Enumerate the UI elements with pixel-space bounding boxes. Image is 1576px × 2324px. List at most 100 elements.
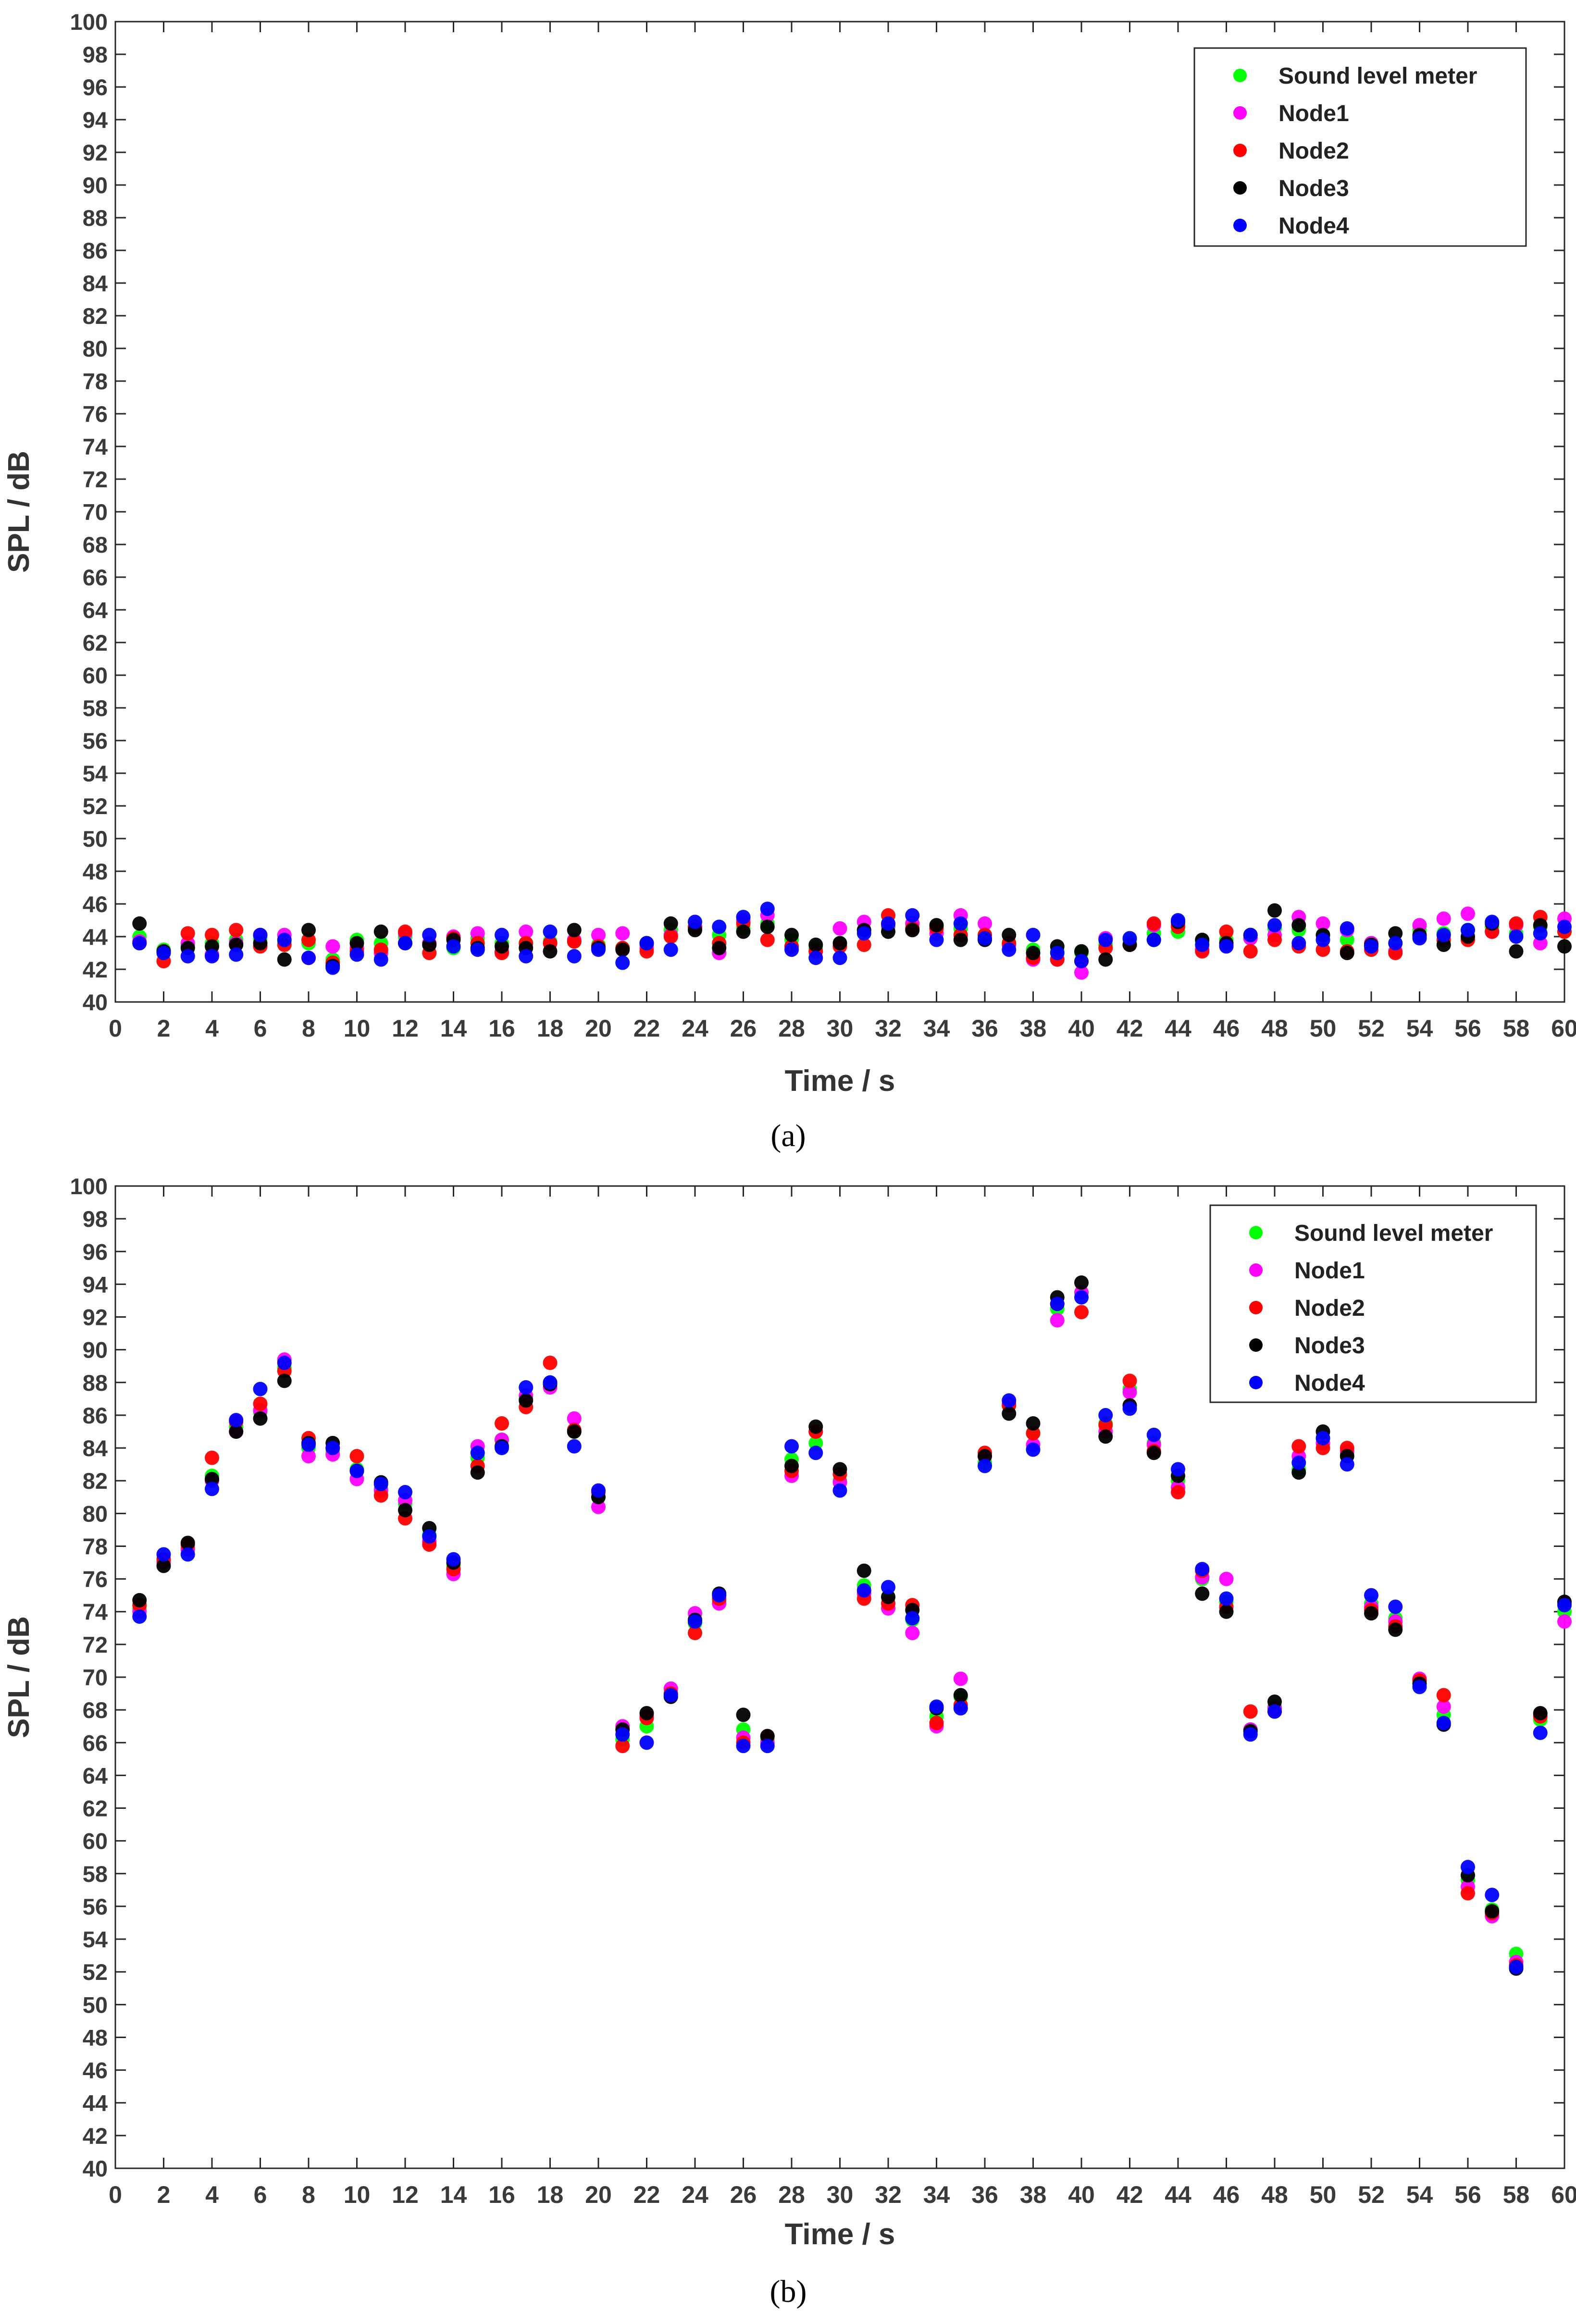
data-point-node4 (180, 949, 195, 964)
y-tick-label: 60 (83, 1829, 108, 1854)
data-point-node2 (543, 1355, 558, 1370)
data-point-node4 (832, 1483, 847, 1498)
data-point-node1 (1050, 1313, 1065, 1328)
data-point-node2 (495, 1416, 509, 1431)
data-point-node3 (1026, 946, 1041, 960)
data-point-node2 (1461, 1886, 1475, 1901)
x-tick-label: 28 (778, 1015, 805, 1042)
y-tick-label: 56 (83, 728, 108, 754)
data-point-node1 (1122, 1385, 1137, 1400)
data-point-node4 (1485, 915, 1500, 929)
data-point-node4 (1557, 919, 1572, 934)
data-point-node4 (543, 924, 558, 939)
data-point-node2 (1243, 1704, 1258, 1719)
legend-label: Node2 (1278, 138, 1349, 164)
data-point-node4 (1050, 946, 1065, 960)
scatter-chart-b: 4042444648505254565860626466687072747678… (2, 1174, 1576, 2309)
data-point-node3 (760, 919, 775, 934)
data-point-node4 (1436, 1716, 1451, 1731)
data-point-node4 (132, 1609, 147, 1624)
y-tick-label: 54 (83, 1927, 108, 1952)
data-point-node3 (929, 918, 944, 933)
data-point-node3 (736, 1707, 751, 1722)
data-point-node4 (905, 1611, 920, 1626)
data-point-node1 (519, 924, 534, 939)
y-tick-label: 82 (83, 303, 108, 329)
x-tick-label: 12 (392, 1015, 419, 1042)
data-point-node2 (1219, 924, 1234, 939)
data-point-node4 (712, 1588, 727, 1603)
data-point-node3 (1195, 1586, 1210, 1601)
data-point-node4 (1388, 1599, 1403, 1614)
data-point-node2 (398, 924, 412, 939)
data-point-node4 (1002, 942, 1017, 957)
data-point-node3 (229, 1424, 244, 1439)
data-point-node4 (1074, 1290, 1089, 1305)
data-point-node4 (156, 1547, 171, 1562)
x-tick-label: 58 (1503, 2181, 1530, 2208)
data-point-node4 (567, 1439, 582, 1454)
data-point-node3 (905, 923, 920, 938)
x-tick-label: 26 (730, 2181, 757, 2208)
y-tick-label: 94 (83, 107, 108, 133)
data-point-node4 (615, 1727, 630, 1742)
x-tick-label: 46 (1213, 1015, 1240, 1042)
y-tick-label: 44 (83, 924, 108, 950)
y-tick-label: 78 (83, 369, 108, 394)
data-point-node4 (1074, 954, 1089, 968)
data-point-node3 (1485, 1904, 1500, 1919)
legend-label: Sound level meter (1294, 1221, 1493, 1246)
x-tick-label: 0 (109, 1015, 122, 1042)
data-point-node4 (1509, 929, 1524, 944)
data-point-node2 (180, 926, 195, 941)
y-tick-label: 58 (83, 1861, 108, 1887)
data-point-node4 (132, 936, 147, 951)
data-point-node3 (1557, 939, 1572, 954)
legend-marker (1249, 1338, 1263, 1352)
y-tick-label: 86 (83, 238, 108, 263)
data-point-node4 (591, 942, 606, 957)
data-point-node3 (277, 952, 292, 967)
x-tick-label: 28 (778, 2181, 805, 2208)
data-point-node2 (929, 1716, 944, 1731)
x-tick-label: 14 (440, 1015, 467, 1042)
data-point-node3 (663, 916, 678, 931)
data-point-node3 (349, 936, 364, 951)
y-tick-label: 66 (83, 565, 108, 590)
data-point-node4 (639, 936, 654, 951)
data-point-node4 (1509, 1959, 1524, 1974)
data-point-node3 (1509, 944, 1524, 959)
x-tick-label: 40 (1068, 2181, 1095, 2208)
data-point-node1 (591, 927, 606, 942)
data-point-node3 (1002, 927, 1017, 942)
x-tick-label: 48 (1261, 1015, 1288, 1042)
chart-panel-a: 40 42 44 46 48 50 52 54 56 58 60 62 64 66 68 70 72 74 76 78… (2, 9, 1576, 1153)
data-point-node4 (1243, 927, 1258, 942)
data-point-node1 (301, 1449, 316, 1464)
data-point-node4 (953, 1701, 968, 1716)
data-point-node2 (205, 1450, 219, 1465)
data-point-node4 (1146, 1427, 1161, 1442)
data-point-node4 (373, 1477, 388, 1492)
x-tick-label: 24 (682, 1015, 708, 1042)
data-point-node4 (1340, 921, 1354, 936)
data-point-node4 (1267, 1704, 1282, 1719)
legend-label: Node2 (1294, 1296, 1365, 1321)
data-point-node4 (1171, 1462, 1185, 1477)
legend-marker (1249, 1226, 1263, 1239)
legend-label: Sound level meter (1278, 63, 1477, 89)
data-point-node3 (1026, 1416, 1041, 1431)
data-point-node3 (712, 940, 727, 955)
data-point-node4 (543, 1375, 558, 1390)
data-point-node4 (1340, 1457, 1354, 1472)
x-axis-title: Time / s (785, 2218, 895, 2251)
data-point-node4 (398, 936, 412, 951)
data-point-node4 (760, 902, 775, 916)
data-point-node4 (1026, 927, 1041, 942)
data-point-node3 (277, 1373, 292, 1388)
data-point-node2 (856, 938, 871, 952)
data-point-node1 (1315, 916, 1330, 931)
y-tick-label: 54 (83, 761, 108, 786)
x-tick-label: 40 (1068, 1015, 1095, 1042)
data-point-node3 (180, 1535, 195, 1550)
